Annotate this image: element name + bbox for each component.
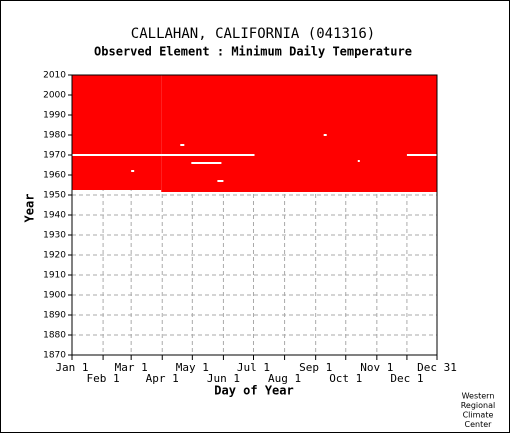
- chart-subtitle: Observed Element : Minimum Daily Tempera…: [94, 45, 412, 59]
- x-tick-label: Aug 1: [268, 372, 301, 385]
- data-period: [161, 75, 437, 192]
- credit: Climate: [463, 411, 494, 420]
- x-tick-label: Sep 1: [299, 361, 332, 374]
- missing-gap: [180, 144, 185, 146]
- missing-gap: [357, 160, 360, 162]
- x-tick-label: Jun 1: [207, 372, 240, 385]
- y-tick-label: 1970: [43, 151, 66, 161]
- x-tick-label: Dec 31: [417, 361, 457, 374]
- credit: Center: [465, 420, 493, 429]
- missing-gap: [406, 154, 437, 156]
- x-tick-label: May 1: [176, 361, 209, 374]
- y-tick-label: 1870: [43, 351, 66, 361]
- y-tick-label: 2000: [43, 91, 66, 101]
- y-tick-label: 1980: [43, 131, 66, 141]
- missing-gap: [131, 170, 135, 172]
- chart-title: CALLAHAN, CALIFORNIA (041316): [131, 26, 375, 42]
- credit: Regional: [461, 401, 496, 410]
- x-tick-label: Oct 1: [329, 372, 362, 385]
- x-axis-label: Day of Year: [214, 384, 293, 398]
- missing-gap: [217, 180, 224, 182]
- y-tick-label: 1940: [43, 211, 66, 221]
- y-tick-label: 1930: [43, 231, 66, 241]
- y-tick-label: 1910: [43, 271, 66, 281]
- x-tick-label: Nov 1: [360, 361, 393, 374]
- y-axis-label: Year: [23, 194, 37, 223]
- x-tick-label: Feb 1: [87, 372, 120, 385]
- x-tick-label: Mar 1: [115, 361, 148, 374]
- x-tick-label: Jul 1: [237, 361, 270, 374]
- missing-gap: [72, 154, 255, 156]
- y-tick-label: 1920: [43, 251, 66, 261]
- data-period: [72, 75, 162, 190]
- x-tick-label: Jan 1: [55, 361, 88, 374]
- y-tick-label: 1900: [43, 291, 66, 301]
- credit: Western: [462, 392, 495, 401]
- y-tick-label: 2010: [43, 71, 66, 81]
- missing-gap: [191, 162, 222, 164]
- missing-gap: [323, 134, 327, 136]
- y-tick-label: 1890: [43, 311, 66, 321]
- y-tick-label: 1990: [43, 111, 66, 121]
- y-tick-label: 1960: [43, 171, 66, 181]
- y-tick-label: 1950: [43, 191, 66, 201]
- x-tick-label: Dec 1: [390, 372, 423, 385]
- y-tick-label: 1880: [43, 331, 66, 341]
- x-tick-label: Apr 1: [146, 372, 179, 385]
